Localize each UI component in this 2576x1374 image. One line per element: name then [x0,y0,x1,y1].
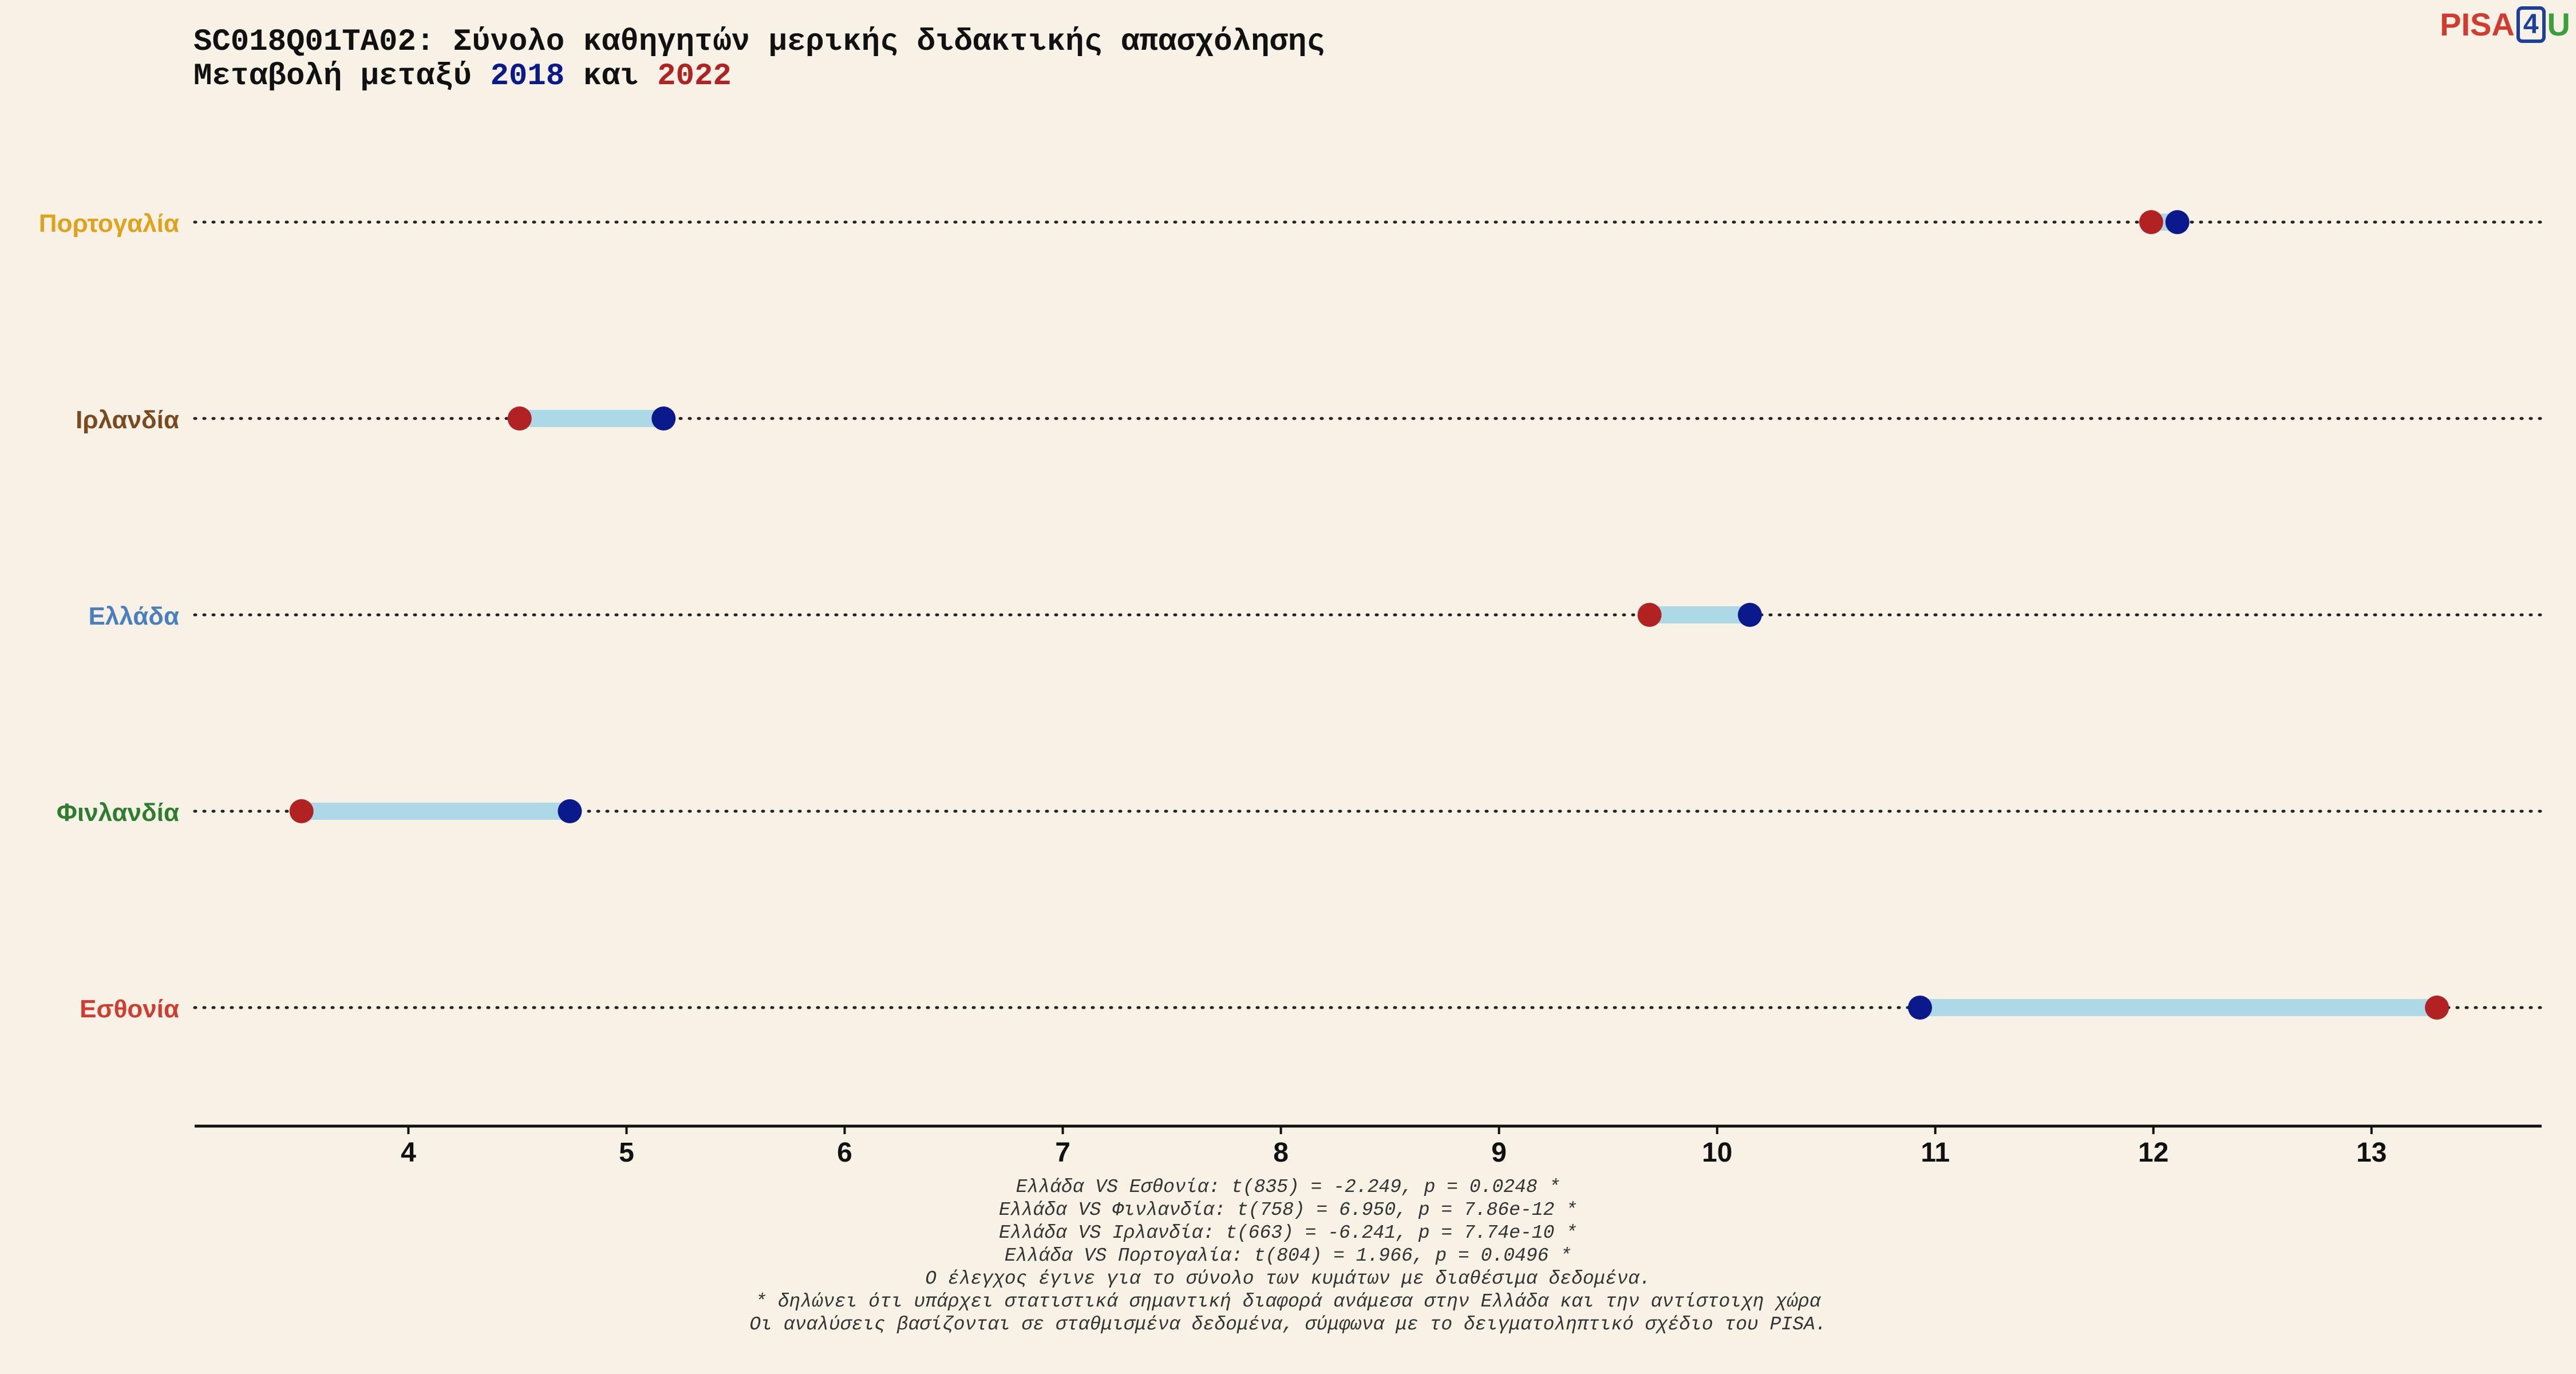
x-tick-label: 7 [1055,1138,1070,1168]
country-label: Ιρλανδία [76,406,179,434]
title-year-2018: 2018 [490,59,565,94]
title-year-2022: 2022 [657,59,732,94]
note-line: Ελλάδα VS Ιρλανδία: t(663) = -6.241, p =… [999,1222,1577,1243]
note-line: * δηλώνει ότι υπάρχει στατιστικά σημαντι… [755,1291,1821,1312]
point-2018 [1737,603,1762,627]
title-line-1: SC018Q01TA02: Σύνολο καθηγητών μερικής δ… [193,25,1325,60]
chart-title: SC018Q01TA02: Σύνολο καθηγητών μερικής δ… [193,25,1325,94]
x-tick-label: 4 [401,1138,416,1168]
logo-four: 4 [2516,6,2546,43]
note-line: Οι αναλύσεις βασίζονται σε σταθμισμένα δ… [749,1314,1827,1335]
title-line-2-prefix: Μεταβολή μεταξύ [193,59,491,94]
title-and: και [564,59,658,94]
country-label: Φινλανδία [57,799,179,827]
x-tick-label: 8 [1273,1138,1289,1168]
point-2022 [2425,996,2449,1020]
point-2018 [558,799,582,823]
pisa4u-logo: PISA 4 U [2440,6,2570,43]
point-2018 [651,406,676,431]
logo-u: U [2547,6,2570,42]
point-2022 [2139,210,2163,234]
x-tick-label: 5 [619,1138,634,1168]
note-line: Ελλάδα VS Εσθονία: t(835) = -2.249, p = … [1016,1176,1560,1198]
note-line: Ελλάδα VS Φινλανδία: t(758) = 6.950, p =… [999,1199,1577,1221]
x-tick-label: 12 [2138,1138,2168,1168]
logo-pisa: PISA [2440,6,2515,42]
point-2018 [1908,996,1933,1020]
point-2022 [289,799,314,823]
x-tick-label: 9 [1491,1138,1507,1168]
x-tick-label: 13 [2356,1138,2387,1168]
point-2018 [2165,210,2190,234]
note-line: Ελλάδα VS Πορτογαλία: t(804) = 1.966, p … [1004,1245,1572,1266]
x-tick-label: 6 [837,1138,852,1168]
point-2022 [507,406,532,431]
x-tick-label: 10 [1702,1138,1732,1168]
country-label: Εσθονία [80,995,179,1023]
point-2022 [1637,603,1662,627]
title-line-2: Μεταβολή μεταξύ 2018 και 2022 [193,60,1325,94]
country-label: Ελλάδα [88,602,179,630]
country-label: Πορτογαλία [39,210,179,238]
x-tick-label: 11 [1921,1138,1950,1168]
statistical-notes: Ελλάδα VS Εσθονία: t(835) = -2.249, p = … [0,1176,2576,1336]
note-line: Ο έλεγχος έγινε για το σύνολο των κυμάτω… [925,1268,1651,1289]
